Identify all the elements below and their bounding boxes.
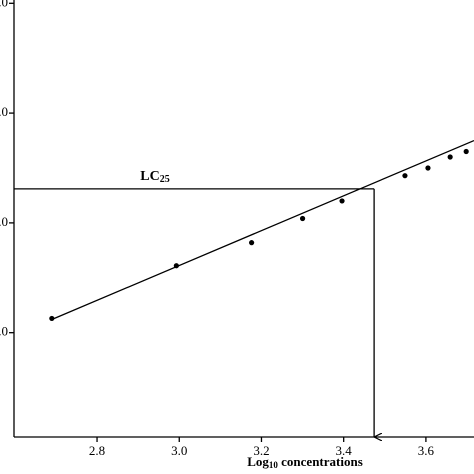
point [402, 173, 408, 179]
x-tick-label: 3.6 [418, 443, 435, 458]
y-tick-label: 3.0 [0, 324, 8, 339]
x-tick-label: 3.0 [171, 443, 187, 458]
point [463, 148, 469, 155]
point [173, 263, 179, 269]
x-tick-label: 3.2 [253, 443, 269, 458]
point [49, 315, 55, 322]
point [447, 154, 453, 160]
x-axis-label: Log10 concentrations [247, 454, 363, 470]
x-tick-label: 2.8 [89, 443, 105, 458]
fit-line [51, 139, 474, 321]
lc-label: LC25 [140, 169, 169, 185]
y-tick-label: 5.0 [0, 104, 8, 119]
point [249, 240, 255, 246]
lc-label-main: LC [140, 169, 159, 184]
x-tick-label: 3.4 [336, 443, 353, 458]
point [299, 215, 306, 222]
point [339, 198, 345, 204]
lc-label-sub: 25 [160, 174, 170, 185]
point [425, 165, 431, 171]
y-tick-label: 6.0 [0, 0, 8, 9]
y-tick-label: 4.0 [0, 214, 8, 229]
